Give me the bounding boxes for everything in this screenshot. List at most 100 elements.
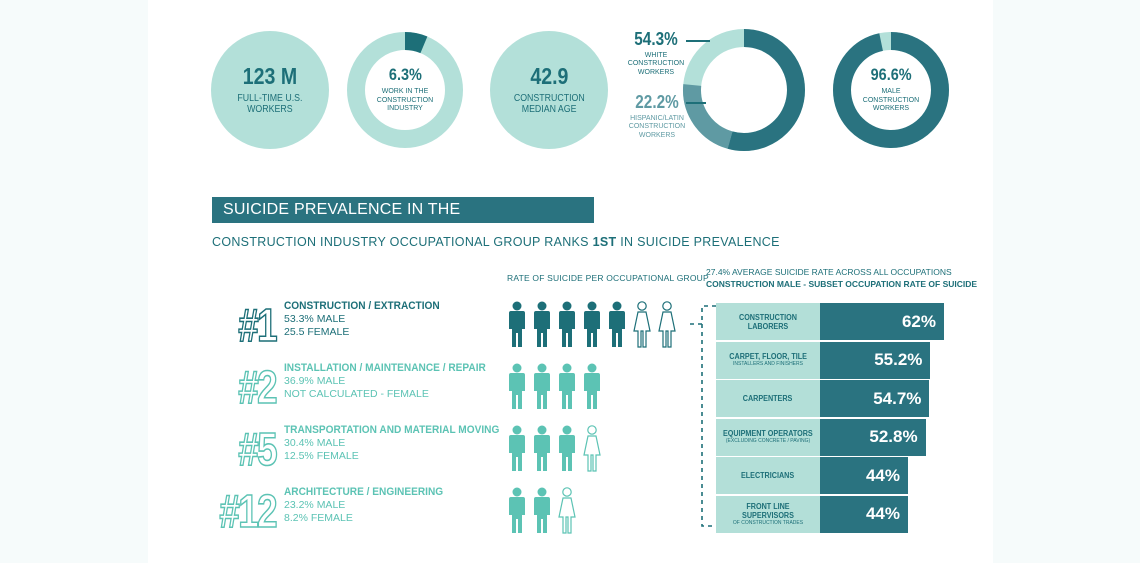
bar-sublabel: (EXCLUDING CONCRETE / PAVING) <box>725 438 811 444</box>
bar-sublabel: OF CONSTRUCTION TRADES <box>732 519 804 526</box>
bar-category-label: CONSTRUCTION LABORERS <box>716 303 820 340</box>
industry-share-value: 6.3% <box>388 65 422 85</box>
bar-value-label: 55.2% <box>874 350 923 369</box>
bar-mark: 62% <box>820 303 944 340</box>
bar-heading: 27.4% AVERAGE SUICIDE RATE ACROSS ALL OC… <box>706 266 977 290</box>
hispanic-leader-line <box>686 102 706 104</box>
bar-mark: 52.8% <box>820 418 926 456</box>
male-person-icon <box>531 425 553 478</box>
male-person-icon <box>556 301 578 354</box>
male-person-icon <box>531 301 553 354</box>
median-age-label-2: MEDIAN AGE <box>521 104 577 115</box>
stat-workers-label-2: WORKERS <box>247 104 293 115</box>
industry-share-label-1: WORK IN THE <box>381 88 429 96</box>
industry-share-ring-arc <box>347 32 463 148</box>
bar-category-label: CARPENTERS <box>716 380 820 417</box>
bar-category: EQUIPMENT OPERATORS <box>723 429 813 438</box>
rank-group: ARCHITECTURE / ENGINEERING <box>284 486 444 498</box>
bar-mark: 55.2% <box>820 341 931 379</box>
male-person-icon <box>506 301 528 354</box>
female-person-icon <box>656 301 678 354</box>
rank-text: CONSTRUCTION / EXTRACTION 53.3% MALE 25.… <box>284 300 453 339</box>
male-ring-arc <box>833 32 949 148</box>
stat-workers-label-1: FULL-TIME U.S. <box>237 92 303 104</box>
male-ring <box>833 32 949 148</box>
bar-category: CARPET, FLOOR, TILE <box>729 352 807 361</box>
white-callout: 54.3% WHITE CONSTRUCTION WORKERS <box>612 30 700 77</box>
bar-sublabel: INSTALLERS AND FINISHERS <box>733 361 803 367</box>
bar-value-label: 62% <box>901 311 936 331</box>
hispanic-callout: 22.2% HISPANIC/LATIN CONSTRUCTION WORKER… <box>612 93 702 140</box>
rank-number: #12 <box>219 484 278 538</box>
rank-male: 23.2% MALE <box>284 499 346 511</box>
hispanic-label-3: WORKERS <box>638 131 676 139</box>
bar-value-label: 54.7% <box>873 388 922 408</box>
ethnicity-donut <box>683 29 805 151</box>
bar-value-label: 44% <box>865 465 900 485</box>
male-person-icon <box>506 487 528 540</box>
stat-median-age-circle: 42.9 CONSTRUCTION MEDIAN AGE <box>490 31 608 149</box>
bar-category-label: CARPET, FLOOR, TILE INSTALLERS AND FINISH… <box>716 341 820 379</box>
male-person-icon <box>506 363 528 416</box>
rank-row: #2 INSTALLATION / MAINTENANCE / REPAIR 3… <box>212 360 503 414</box>
industry-share-text: 6.3% WORK IN THE CONSTRUCTION INDUSTRY <box>346 31 464 149</box>
median-age-value: 42.9 <box>529 62 569 89</box>
rank-male: 36.9% MALE <box>284 375 346 387</box>
rank-people-icons <box>506 363 603 416</box>
stat-workers-circle: 123 M FULL-TIME U.S. WORKERS <box>211 31 329 149</box>
male-person-icon <box>531 363 553 416</box>
hispanic-label-2: CONSTRUCTION <box>628 123 686 131</box>
bar-category-label: ELECTRICIANS <box>716 457 820 494</box>
male-person-icon <box>506 425 528 478</box>
rank-male: 30.4% MALE <box>284 437 346 449</box>
subtitle-prefix: CONSTRUCTION INDUSTRY OCCUPATIONAL GROUP… <box>212 235 593 249</box>
rank-group: TRANSPORTATION AND MATERIAL MOVING <box>284 424 500 436</box>
industry-share-label-2: CONSTRUCTION <box>376 96 434 104</box>
rank-female: NOT CALCULATED - FEMALE <box>284 388 429 400</box>
section-subtitle: CONSTRUCTION INDUSTRY OCCUPATIONAL GROUP… <box>212 235 780 249</box>
female-person-icon <box>581 425 603 478</box>
male-person-icon <box>581 301 603 354</box>
rank-text: INSTALLATION / MAINTENANCE / REPAIR 36.9… <box>284 362 503 401</box>
female-person-icon <box>556 487 578 540</box>
rank-text: TRANSPORTATION AND MATERIAL MOVING 30.4%… <box>284 424 518 463</box>
bar-category: CONSTRUCTION LABORERS <box>738 312 797 331</box>
male-text: 96.6% MALE CONSTRUCTION WORKERS <box>832 31 950 149</box>
male-label-2: CONSTRUCTION <box>862 96 920 104</box>
bar-value-label: 52.8% <box>869 427 918 446</box>
bar-mark: 44% <box>820 457 908 494</box>
rate-heading: RATE OF SUICIDE PER OCCUPATIONAL GROUP <box>507 273 709 283</box>
rank-row: #5 TRANSPORTATION AND MATERIAL MOVING 30… <box>212 422 502 476</box>
bar-category-label: FRONT LINE SUPERVISORS OF CONSTRUCTION TR… <box>716 495 820 533</box>
white-value: 54.3% <box>634 29 678 49</box>
white-leader-line <box>686 40 710 42</box>
male-person-icon <box>556 425 578 478</box>
rank-group: INSTALLATION / MAINTENANCE / REPAIR <box>284 362 486 374</box>
rank-row: #12 ARCHITECTURE / ENGINEERING 23.2% MAL… <box>212 484 502 538</box>
female-person-icon <box>631 301 653 354</box>
industry-share-ring <box>347 32 463 148</box>
section-title: SUICIDE PREVALENCE IN THE CONSTRUCTION I… <box>212 197 594 244</box>
rank-group: CONSTRUCTION / EXTRACTION <box>284 300 440 312</box>
bar-mark: 54.7% <box>820 380 930 417</box>
white-label-1: WHITE <box>644 52 668 59</box>
rank-male: 53.3% MALE <box>284 313 346 325</box>
white-label-3: WORKERS <box>637 68 675 76</box>
rank-number: #1 <box>238 298 279 352</box>
bracket-connector <box>690 305 716 527</box>
bar-heading-line2: CONSTRUCTION MALE - SUBSET OCCUPATION RA… <box>706 279 978 289</box>
rank-people-icons <box>506 301 678 354</box>
bar-category: ELECTRICIANS <box>741 471 795 480</box>
hispanic-value: 22.2% <box>635 92 679 112</box>
rank-number: #2 <box>238 360 279 414</box>
male-label-3: WORKERS <box>872 105 910 113</box>
male-person-icon <box>606 301 628 354</box>
rank-female: 12.5% FEMALE <box>284 450 359 462</box>
rank-number: #5 <box>238 422 279 476</box>
male-label-1: MALE <box>881 88 901 96</box>
rank-female: 25.5 FEMALE <box>284 326 350 338</box>
male-person-icon <box>531 487 553 540</box>
rank-people-icons <box>506 425 603 478</box>
stat-workers-value: 123 M <box>242 62 298 89</box>
bar-heading-line1: 27.4% AVERAGE SUICIDE RATE ACROSS ALL OC… <box>706 267 952 277</box>
